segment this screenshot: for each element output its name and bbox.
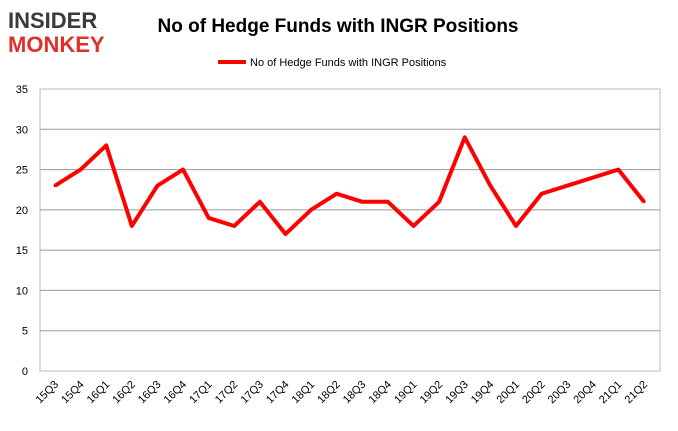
series-line [53, 135, 646, 237]
x-tick-label: 18Q3 [341, 379, 369, 407]
x-tick-label: 18Q1 [290, 379, 318, 407]
x-tick-label: 17Q3 [238, 379, 266, 407]
x-tick-label: 20Q1 [495, 379, 523, 407]
y-tick-label: 10 [16, 285, 28, 297]
x-tick-label: 18Q2 [315, 379, 343, 407]
data-point [283, 232, 287, 236]
x-tick-label: 21Q2 [623, 379, 651, 407]
x-tick-label: 16Q1 [85, 379, 113, 407]
plot-border [39, 88, 661, 372]
legend-label: No of Hedge Funds with INGR Positions [250, 57, 447, 69]
data-point [309, 208, 313, 212]
data-point [437, 200, 441, 204]
x-tick-label: 17Q1 [187, 379, 215, 407]
data-point [79, 168, 83, 172]
logo-line2: MONKEY [8, 32, 105, 57]
legend: No of Hedge Funds with INGR Positions [218, 57, 447, 69]
y-tick-label: 30 [16, 124, 28, 136]
data-point [104, 143, 108, 147]
y-tick-label: 0 [22, 366, 28, 378]
data-point [616, 168, 620, 172]
x-tick-label: 20Q2 [520, 379, 548, 407]
y-tick-label: 5 [22, 326, 28, 338]
data-point [642, 200, 646, 204]
x-tick-label: 15Q3 [34, 379, 62, 407]
data-point [565, 184, 569, 188]
data-point [540, 192, 544, 196]
data-point [130, 224, 134, 228]
data-point [53, 184, 57, 188]
x-tick-label: 16Q3 [136, 379, 164, 407]
x-tick-label: 17Q4 [264, 379, 292, 407]
x-tick-label: 15Q4 [59, 379, 87, 407]
data-point [258, 200, 262, 204]
y-tick-label: 15 [16, 245, 28, 257]
y-tick-label: 25 [16, 165, 28, 177]
x-tick-label: 18Q4 [367, 379, 395, 407]
data-point [514, 224, 518, 228]
data-point [181, 168, 185, 172]
x-tick-label: 20Q4 [571, 379, 599, 407]
data-point [155, 184, 159, 188]
x-tick-label: 16Q4 [162, 379, 190, 407]
logo: INSIDER MONKEY [8, 8, 105, 57]
x-tick-label: 20Q3 [546, 379, 574, 407]
data-point [463, 135, 467, 139]
data-point [386, 200, 390, 204]
x-tick-label: 21Q1 [597, 379, 625, 407]
data-point [207, 216, 211, 220]
logo-line1: INSIDER [8, 8, 97, 33]
data-point [412, 224, 416, 228]
x-tick-label: 19Q3 [443, 379, 471, 407]
data-point [232, 224, 236, 228]
x-tick-label: 19Q1 [392, 379, 420, 407]
y-tick-label: 35 [16, 84, 28, 96]
data-point [335, 192, 339, 196]
chart-title: No of Hedge Funds with INGR Positions [158, 16, 519, 37]
x-tick-label: 16Q2 [110, 379, 138, 407]
data-point [360, 200, 364, 204]
x-tick-label: 19Q2 [418, 379, 446, 407]
data-point [591, 176, 595, 180]
data-point [488, 184, 492, 188]
y-tick-label: 20 [16, 205, 28, 217]
x-tick-label: 19Q4 [469, 379, 497, 407]
x-tick-label: 17Q2 [213, 379, 241, 407]
